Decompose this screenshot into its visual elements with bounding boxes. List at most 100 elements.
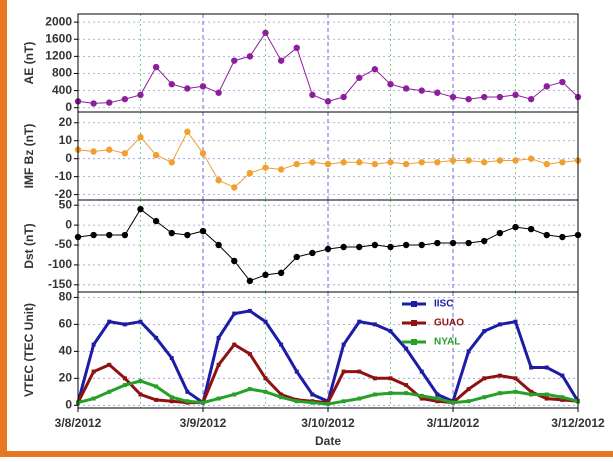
data-point xyxy=(482,329,487,334)
y-tick-label: 400 xyxy=(52,83,72,97)
data-point xyxy=(277,57,285,64)
y-tick-label: -100 xyxy=(48,257,72,271)
data-point xyxy=(497,322,502,327)
y-tick-label: 20 xyxy=(59,370,73,384)
data-point xyxy=(482,376,487,381)
y-tick-label: -150 xyxy=(48,277,72,291)
data-point xyxy=(466,399,471,404)
data-point xyxy=(169,395,174,400)
data-point xyxy=(184,231,191,239)
data-point xyxy=(357,319,362,324)
data-point xyxy=(544,365,549,370)
data-point xyxy=(107,389,112,394)
series xyxy=(74,128,582,191)
data-point xyxy=(544,392,549,397)
data-point xyxy=(169,356,174,361)
data-point xyxy=(310,392,315,397)
data-point xyxy=(293,253,300,261)
data-point xyxy=(106,231,113,239)
data-point xyxy=(263,319,268,324)
data-point xyxy=(465,157,472,164)
data-point xyxy=(152,63,160,71)
data-point xyxy=(137,91,144,99)
data-point xyxy=(277,269,285,277)
data-point xyxy=(466,349,471,354)
data-point xyxy=(529,392,534,397)
frame-bottom xyxy=(0,451,613,457)
data-point xyxy=(138,392,143,397)
data-point xyxy=(402,241,410,249)
data-point xyxy=(91,342,96,347)
data-point xyxy=(388,329,393,334)
data-point xyxy=(387,159,394,166)
data-point xyxy=(529,389,534,394)
data-point xyxy=(418,159,425,166)
data-point xyxy=(543,231,550,239)
data-point xyxy=(559,78,566,86)
data-point xyxy=(466,387,471,392)
data-point xyxy=(435,392,440,397)
data-point xyxy=(215,177,222,184)
data-point xyxy=(418,87,425,94)
y-axis-label: IMF Bz (nT) xyxy=(22,124,36,189)
x-axis-label: Date xyxy=(315,434,341,448)
data-point xyxy=(277,166,285,173)
data-point xyxy=(324,245,332,253)
data-point xyxy=(309,249,316,257)
x-tick-label: 3/10/2012 xyxy=(301,416,355,430)
data-point xyxy=(247,308,252,313)
data-point xyxy=(247,387,252,392)
data-point xyxy=(465,239,472,247)
y-tick-label: 2000 xyxy=(45,14,72,28)
y-axis-label: VTEC (TEC Unit) xyxy=(22,303,36,397)
data-point xyxy=(122,322,127,327)
data-point xyxy=(185,399,190,404)
data-point xyxy=(246,53,254,60)
series xyxy=(74,29,582,107)
y-tick-label: 80 xyxy=(59,290,73,304)
data-point xyxy=(387,80,394,88)
data-point xyxy=(279,395,284,400)
data-point xyxy=(402,160,410,168)
data-point xyxy=(512,223,519,231)
data-point xyxy=(434,159,441,166)
data-point xyxy=(404,346,409,351)
data-point xyxy=(372,322,377,327)
data-point xyxy=(559,159,566,166)
data-point xyxy=(152,151,160,159)
legend-label: NYAL xyxy=(434,337,460,348)
data-point xyxy=(310,400,315,405)
data-point xyxy=(527,225,535,233)
data-point xyxy=(544,396,549,401)
data-point xyxy=(122,376,127,381)
data-point xyxy=(90,231,97,239)
data-point xyxy=(435,396,440,401)
y-axis-label: AE (nT) xyxy=(22,42,36,85)
data-point xyxy=(309,91,316,99)
data-point xyxy=(497,391,502,396)
data-point xyxy=(216,335,221,340)
data-point xyxy=(356,74,363,81)
data-point xyxy=(138,319,143,324)
data-point xyxy=(263,376,268,381)
series xyxy=(76,379,580,406)
data-point xyxy=(90,100,97,107)
data-point xyxy=(262,164,269,171)
frame-left xyxy=(0,0,7,457)
data-point xyxy=(215,89,222,96)
y-tick-label: -20 xyxy=(55,187,73,201)
data-point xyxy=(107,319,112,324)
data-point xyxy=(121,95,129,103)
data-point xyxy=(216,396,221,401)
data-point xyxy=(340,243,347,251)
y-tick-label: 60 xyxy=(59,317,73,331)
data-point xyxy=(201,400,205,405)
data-point xyxy=(294,399,299,404)
data-point xyxy=(138,379,143,384)
data-point xyxy=(169,399,174,404)
data-point xyxy=(279,342,284,347)
data-point xyxy=(324,160,332,168)
data-point xyxy=(231,257,238,265)
data-point xyxy=(231,184,238,191)
